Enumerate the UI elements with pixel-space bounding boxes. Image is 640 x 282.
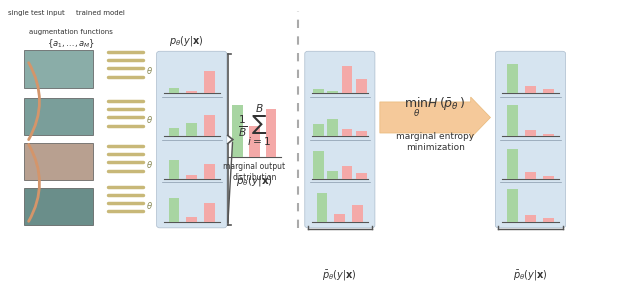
Bar — [543, 176, 554, 179]
Bar — [525, 171, 536, 179]
Text: $\bar{p}_\theta(y|\mathbf{x})$: $\bar{p}_\theta(y|\mathbf{x})$ — [323, 269, 357, 282]
Bar — [249, 126, 260, 157]
Bar — [168, 127, 179, 136]
Bar — [342, 166, 353, 179]
Bar — [327, 91, 338, 93]
Bar — [525, 215, 536, 222]
Bar — [186, 217, 197, 222]
Text: $\bar{p}_\theta(y|\mathbf{x})$: $\bar{p}_\theta(y|\mathbf{x})$ — [513, 269, 548, 282]
Bar — [543, 218, 554, 222]
Bar — [24, 98, 93, 135]
Bar — [356, 131, 367, 136]
Bar — [24, 50, 93, 88]
Text: $\theta$: $\theta$ — [146, 65, 153, 76]
Text: marginal entropy
minimization: marginal entropy minimization — [396, 132, 474, 152]
Bar — [543, 89, 554, 93]
Text: $\frac{1}{B}\sum_{i=1}^{B}$: $\frac{1}{B}\sum_{i=1}^{B}$ — [237, 103, 271, 148]
Bar — [356, 79, 367, 93]
Bar — [525, 86, 536, 93]
Bar — [342, 129, 353, 136]
Bar — [204, 71, 215, 93]
FancyBboxPatch shape — [157, 51, 227, 228]
Bar — [204, 115, 215, 136]
Bar — [313, 89, 324, 93]
Bar — [313, 124, 324, 136]
Text: trained model: trained model — [76, 10, 125, 16]
Bar — [315, 254, 326, 265]
Bar — [508, 64, 518, 93]
Text: $\bar{p}_\theta(y|\mathbf{x})$: $\bar{p}_\theta(y|\mathbf{x})$ — [236, 175, 273, 189]
Text: $\theta$: $\theta$ — [146, 200, 153, 211]
Bar — [356, 173, 367, 179]
Bar — [24, 143, 93, 180]
Text: $\theta$: $\theta$ — [146, 159, 153, 170]
Bar — [168, 198, 179, 222]
Bar — [168, 160, 179, 179]
Bar — [342, 66, 353, 93]
Text: $p_\theta(y|\mathbf{x})$: $p_\theta(y|\mathbf{x})$ — [170, 34, 204, 48]
Bar — [543, 133, 554, 136]
Text: $\theta$: $\theta$ — [146, 114, 153, 125]
Bar — [327, 171, 338, 179]
Bar — [543, 261, 555, 265]
Bar — [186, 175, 197, 179]
Text: $\min_\theta H\,(\bar{p}_\theta)$: $\min_\theta H\,(\bar{p}_\theta)$ — [404, 96, 466, 119]
Bar — [266, 109, 276, 157]
Bar — [327, 119, 338, 136]
Bar — [168, 88, 179, 93]
Text: $\{a_1,\ldots,a_M\}$: $\{a_1,\ldots,a_M\}$ — [47, 37, 95, 50]
Text: augmentation functions: augmentation functions — [29, 29, 113, 35]
Bar — [317, 193, 328, 222]
Bar — [204, 164, 215, 179]
Bar — [313, 151, 324, 179]
FancyArrow shape — [380, 97, 490, 138]
Bar — [232, 105, 243, 157]
Bar — [204, 203, 215, 222]
Bar — [508, 105, 518, 136]
Text: marginal output
distribution: marginal output distribution — [223, 162, 285, 182]
Bar — [334, 257, 346, 265]
Bar — [186, 91, 197, 93]
Bar — [525, 130, 536, 136]
Bar — [352, 206, 363, 222]
FancyBboxPatch shape — [305, 51, 375, 228]
Bar — [353, 248, 365, 265]
Bar — [24, 188, 93, 225]
Text: single test input: single test input — [8, 10, 65, 16]
Bar — [508, 189, 518, 222]
Bar — [335, 215, 345, 222]
Bar — [508, 149, 518, 179]
FancyBboxPatch shape — [495, 51, 566, 228]
Bar — [525, 259, 536, 265]
Bar — [506, 249, 517, 265]
Bar — [186, 123, 197, 136]
